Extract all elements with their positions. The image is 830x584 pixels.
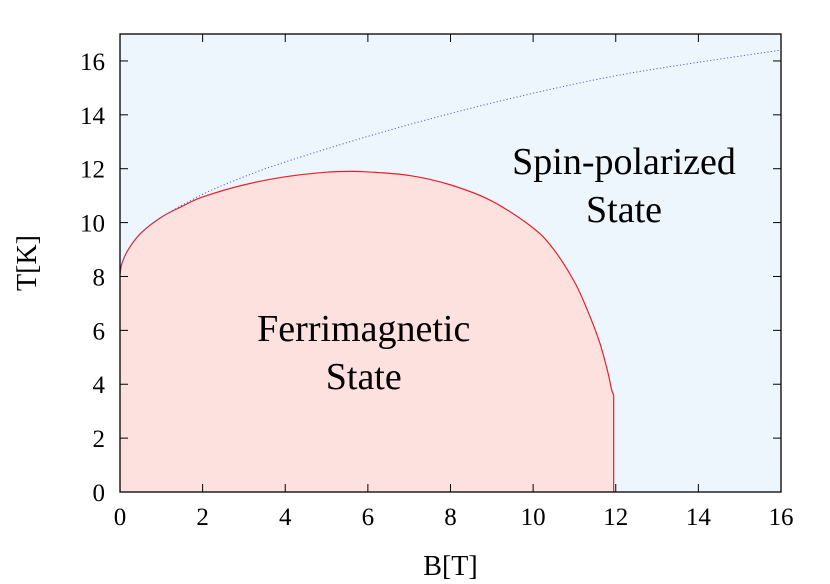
y-tick-label: 12 [80,157,105,184]
x-tick-label: 10 [521,504,546,531]
ferrimagnetic-state-label: Ferrimagnetic State [257,308,470,398]
plot-frame [119,33,782,493]
x-tick-label: 2 [196,504,209,531]
y-tick-label: 16 [80,49,105,76]
x-tick-label: 8 [444,504,457,531]
y-tick-label: 10 [80,211,105,238]
y-tick-label: 4 [93,372,106,399]
y-axis-title: T[K] [12,235,43,291]
x-tick-label: 0 [114,504,127,531]
x-tick-label: 4 [279,504,292,531]
spin-polarized-state-label: Spin-polarized State [512,141,736,231]
y-tick-label: 6 [93,318,106,345]
x-tick-label: 14 [686,504,712,531]
ferrimagnetic-region [120,171,614,493]
x-tick-label: 16 [769,504,794,531]
y-tick-labels: 0 2 4 6 8 10 12 14 16 [80,49,106,507]
y-tick-label: 14 [80,103,106,130]
y-tick-label: 8 [93,264,106,291]
x-axis-title: B[T] [423,551,477,582]
region-annotations: Ferrimagnetic State Spin-polarized State [257,141,736,398]
x-tick-labels: 0 2 4 6 8 10 12 14 16 [114,504,794,531]
x-tick-label: 12 [603,504,628,531]
y-tick-label: 0 [93,480,106,507]
y-tick-label: 2 [93,426,106,453]
x-tick-label: 6 [362,504,375,531]
